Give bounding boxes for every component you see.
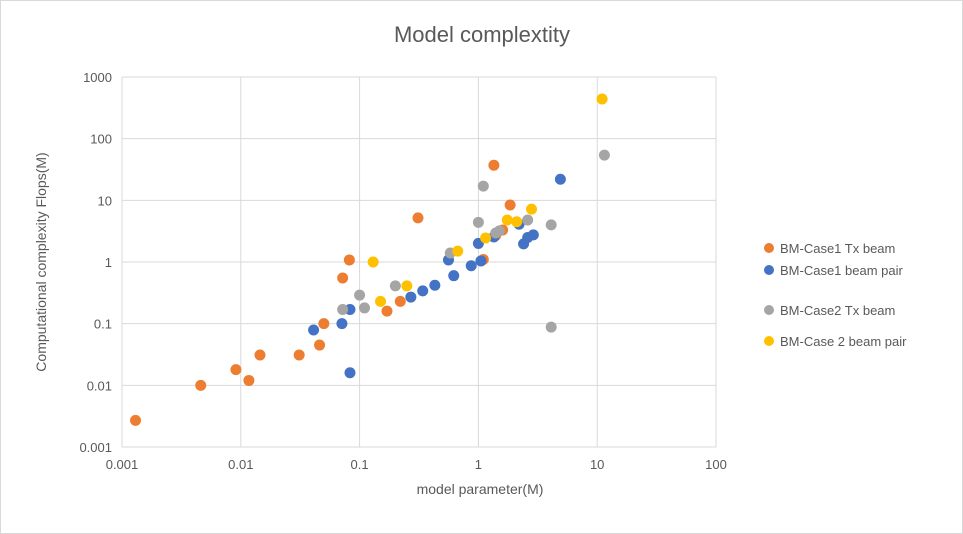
legend-label: BM-Case1 beam pair	[780, 263, 903, 278]
legend-label: BM-Case1 Tx beam	[780, 241, 895, 256]
point-bm-case2-tx-beam	[598, 149, 610, 161]
point-bm-case-2-beam-pair	[375, 295, 387, 307]
legend: BM-Case1 Tx beam BM-Case1 beam pair BM-Cas…	[764, 241, 907, 349]
point-bm-case1-beam-pair	[554, 173, 566, 185]
x-tick-label: 100	[705, 457, 727, 472]
point-bm-case1-tx-beam	[381, 305, 393, 317]
x-tick-label: 0.1	[351, 457, 369, 472]
point-bm-case2-tx-beam	[359, 302, 371, 314]
x-tick-label: 0.01	[228, 457, 253, 472]
point-bm-case1-beam-pair	[429, 279, 441, 291]
x-axis-title: model parameter(M)	[417, 481, 544, 497]
point-bm-case2-tx-beam	[472, 216, 484, 228]
point-bm-case1-tx-beam	[243, 374, 255, 386]
point-bm-case-2-beam-pair	[596, 93, 608, 105]
x-tick-label: 0.001	[106, 457, 139, 472]
point-bm-case2-tx-beam	[337, 303, 349, 315]
point-bm-case1-beam-pair	[308, 324, 320, 336]
legend-marker	[764, 336, 774, 346]
point-bm-case1-tx-beam	[504, 199, 516, 211]
gridlines	[121, 76, 717, 448]
point-bm-case2-tx-beam	[545, 321, 557, 333]
legend-marker	[764, 243, 774, 253]
point-bm-case2-tx-beam	[545, 219, 557, 231]
point-bm-case1-beam-pair	[344, 367, 356, 379]
point-bm-case1-beam-pair	[417, 285, 429, 297]
point-bm-case1-tx-beam	[488, 159, 500, 171]
point-bm-case-2-beam-pair	[526, 203, 538, 215]
legend-marker	[764, 305, 774, 315]
data-points	[130, 93, 610, 426]
y-tick-label: 1000	[83, 70, 112, 85]
point-bm-case1-tx-beam	[412, 212, 424, 224]
legend-marker	[764, 265, 774, 275]
point-bm-case1-beam-pair	[336, 318, 348, 330]
legend-label: BM-Case2 Tx beam	[780, 303, 895, 318]
point-bm-case1-beam-pair	[465, 260, 477, 272]
point-bm-case1-tx-beam	[230, 364, 242, 376]
point-bm-case1-tx-beam	[394, 295, 406, 307]
legend-label: BM-Case 2 beam pair	[780, 334, 907, 349]
point-bm-case1-tx-beam	[343, 254, 355, 266]
tick-labels: 0.001 0.01 0.1 1 10 100 0.001 0.01 0.1 1 10 100 1000	[79, 70, 726, 472]
point-bm-case2-tx-beam	[477, 180, 489, 192]
point-bm-case1-tx-beam	[254, 349, 266, 361]
y-tick-label: 1	[105, 255, 112, 270]
point-bm-case1-tx-beam	[130, 414, 142, 426]
y-tick-label: 0.001	[79, 440, 112, 455]
y-tick-label: 0.1	[94, 317, 112, 332]
point-bm-case2-tx-beam	[389, 280, 401, 292]
point-bm-case2-tx-beam	[522, 214, 534, 226]
point-bm-case1-tx-beam	[337, 272, 349, 284]
point-bm-case1-tx-beam	[314, 339, 326, 351]
point-bm-case1-beam-pair	[527, 229, 539, 241]
point-bm-case-2-beam-pair	[501, 214, 513, 226]
point-bm-case1-beam-pair	[448, 270, 460, 282]
point-bm-case1-beam-pair	[405, 291, 417, 303]
y-tick-label: 0.01	[87, 378, 112, 393]
y-axis-title: Computational complexity Flops(M)	[33, 152, 49, 371]
point-bm-case-2-beam-pair	[367, 256, 379, 268]
point-bm-case1-tx-beam	[318, 318, 330, 330]
chart-title: Model complextity	[394, 22, 570, 47]
point-bm-case-2-beam-pair	[401, 280, 413, 292]
y-tick-label: 100	[90, 132, 112, 147]
x-tick-label: 10	[590, 457, 604, 472]
y-tick-label: 10	[98, 193, 112, 208]
x-tick-label: 1	[475, 457, 482, 472]
point-bm-case-2-beam-pair	[511, 216, 523, 228]
point-bm-case1-tx-beam	[195, 379, 207, 391]
point-bm-case1-beam-pair	[475, 255, 487, 267]
point-bm-case-2-beam-pair	[452, 245, 464, 257]
point-bm-case2-tx-beam	[354, 289, 366, 301]
point-bm-case1-tx-beam	[293, 349, 305, 361]
point-bm-case2-tx-beam	[493, 225, 505, 237]
point-bm-case-2-beam-pair	[480, 232, 492, 244]
